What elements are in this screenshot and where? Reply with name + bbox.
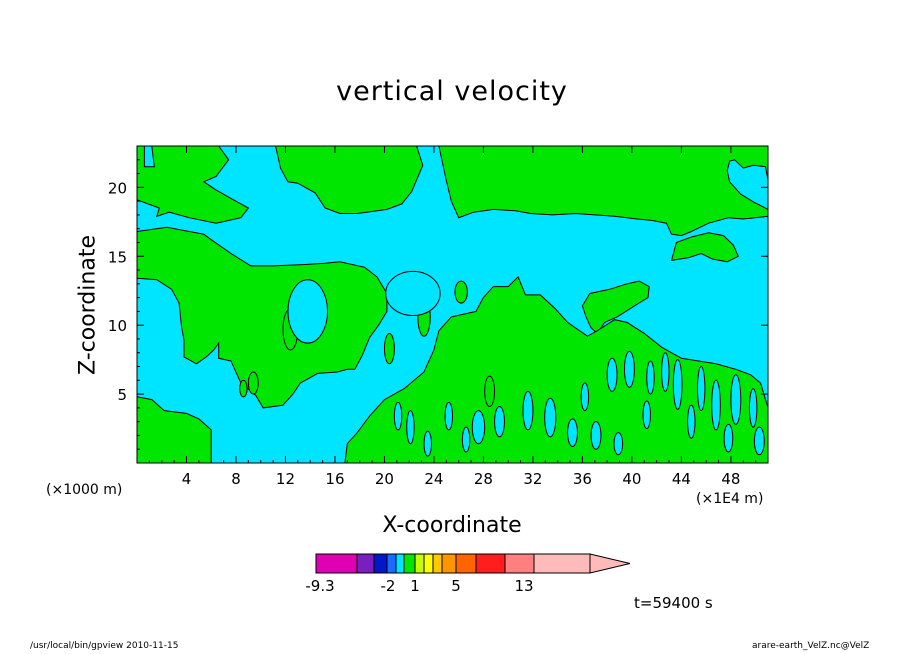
x-tick-label-32: 32 xyxy=(523,470,542,488)
footer-command: /usr/local/bin/gpview 2010-11-15 xyxy=(30,641,179,651)
x-tick-label-24: 24 xyxy=(424,470,443,488)
negative-cell-13 xyxy=(672,359,683,410)
x-axis: 4 8 12 16 20 24 28 32 36 40 44 48 xyxy=(148,146,757,488)
negative-cell-4 xyxy=(522,390,534,431)
negative-cell-14 xyxy=(696,366,706,412)
x-scale-label: (×1E4 m) xyxy=(696,491,764,507)
positive-cell-6 xyxy=(239,379,248,398)
positive-cell-4 xyxy=(484,375,496,407)
x-tick-label-16: 16 xyxy=(325,470,344,488)
negative-cell-6 xyxy=(567,418,578,447)
y-tick-label-5: 5 xyxy=(117,386,127,404)
chart-title: vertical velocity xyxy=(336,76,568,107)
footer-source: arare-earth_VelZ.nc@VelZ xyxy=(752,641,870,651)
x-tick-label-20: 20 xyxy=(375,470,394,488)
negative-cell-1 xyxy=(287,279,329,344)
negative-cell-11 xyxy=(646,360,655,395)
negative-cell-20 xyxy=(723,423,734,453)
negative-cell-10 xyxy=(623,350,635,388)
x-tick-label-12: 12 xyxy=(276,470,295,488)
x-unit-label: (×1000 m) xyxy=(46,482,123,498)
colorbar-label-4: 13 xyxy=(514,577,533,595)
colorbar-segment-3 xyxy=(386,553,397,574)
colorbar-extension-arrow xyxy=(589,553,631,574)
negative-cell-21 xyxy=(753,426,765,456)
negative-cell-17 xyxy=(748,388,758,428)
colorbar-segment-12 xyxy=(504,553,535,574)
colorbar-label-1: -2 xyxy=(381,577,396,595)
x-tick-label-48: 48 xyxy=(721,470,740,488)
negative-cell-24 xyxy=(444,401,454,431)
colorbar-label-0: -9.3 xyxy=(305,577,334,595)
colorbar-segment-10 xyxy=(455,553,477,574)
positive-cell-3 xyxy=(454,280,468,304)
negative-cell-12 xyxy=(661,352,670,392)
negative-cell-25 xyxy=(461,426,471,453)
colorbar-segment-11 xyxy=(475,553,506,574)
colorbar-segment-1 xyxy=(356,553,375,574)
colorbar-segment-6 xyxy=(414,553,425,574)
contour-fields xyxy=(137,146,768,463)
negative-cell-8 xyxy=(580,382,590,412)
colorbar-segment-2 xyxy=(373,553,388,574)
negative-cell-15 xyxy=(711,379,721,431)
colorbar-segment-5 xyxy=(403,553,416,574)
y-tick-label-20: 20 xyxy=(108,179,127,197)
negative-cell-27 xyxy=(613,432,624,456)
negative-cell-5 xyxy=(544,397,557,438)
positive-region-6 xyxy=(137,396,212,463)
x-tick-label-4: 4 xyxy=(182,470,192,488)
plot-frame xyxy=(136,145,769,464)
positive-region-2 xyxy=(137,226,388,409)
x-tick-label-28: 28 xyxy=(474,470,493,488)
negative-cell-26 xyxy=(393,401,403,431)
y-tick-label-15: 15 xyxy=(108,248,127,266)
colorbar-segment-0 xyxy=(315,553,358,574)
colorbar-segment-9 xyxy=(441,553,457,574)
negative-cell-0 xyxy=(385,270,441,317)
negative-cell-3 xyxy=(494,405,505,438)
y-axis: 5 10 15 20 xyxy=(108,159,768,450)
negative-cell-23 xyxy=(423,430,432,457)
colorbar-segment-7 xyxy=(423,553,434,574)
positive-region-0 xyxy=(137,146,250,224)
colorbar-segment-13 xyxy=(533,553,591,574)
x-tick-label-40: 40 xyxy=(622,470,641,488)
colorbar: -9.3 -2 1 5 13 xyxy=(305,553,631,595)
positive-region-5 xyxy=(581,280,650,335)
colorbar-label-3: 5 xyxy=(451,577,461,595)
y-tick-label-10: 10 xyxy=(108,317,127,335)
colorbar-segment-4 xyxy=(395,553,405,574)
positive-region-1 xyxy=(275,146,424,214)
time-label: t=59400 s xyxy=(634,594,713,612)
negative-cell-9 xyxy=(606,357,618,392)
colorbar-label-2: 1 xyxy=(410,577,420,595)
positive-cell-1 xyxy=(383,332,395,365)
x-tick-label-8: 8 xyxy=(231,470,241,488)
negative-cell-16 xyxy=(730,374,742,425)
negative-cell-2 xyxy=(471,410,486,445)
negative-cell-19 xyxy=(687,404,696,439)
colorbar-segment-8 xyxy=(432,553,443,574)
x-tick-label-36: 36 xyxy=(573,470,592,488)
positive-cell-5 xyxy=(247,371,259,395)
positive-region-4 xyxy=(670,232,739,263)
x-tick-label-44: 44 xyxy=(672,470,691,488)
negative-cell-22 xyxy=(406,410,415,445)
negative-cell-7 xyxy=(590,421,602,450)
positive-region-3 xyxy=(438,146,768,237)
x-axis-label: X-coordinate xyxy=(382,513,522,538)
negative-cell-18 xyxy=(642,400,651,430)
